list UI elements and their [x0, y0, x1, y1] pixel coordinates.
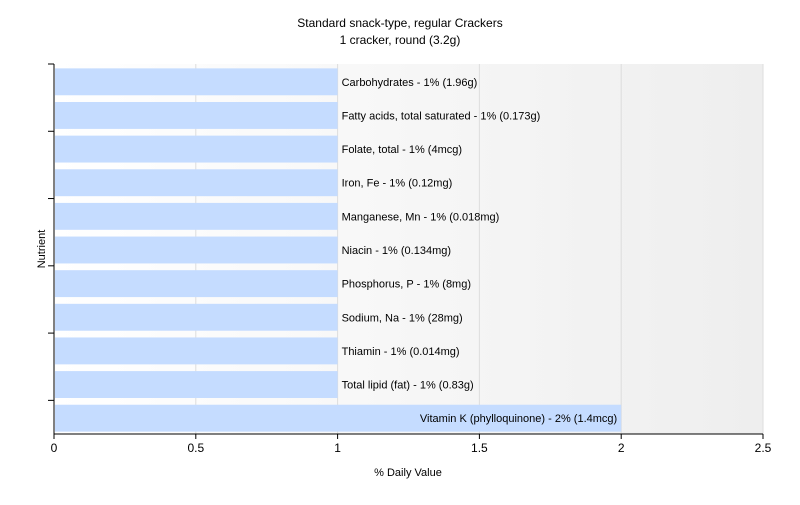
x-tick-label-1: 0.5 — [187, 441, 204, 455]
bar-niacin — [55, 236, 338, 264]
data-label-8: Thiamin - 1% (0.014mg) — [342, 346, 460, 358]
bar-total-lipid-fat — [55, 371, 338, 398]
x-tick-label-2: 1 — [334, 441, 341, 455]
data-label-1: Fatty acids, total saturated - 1% (0.173… — [342, 110, 541, 122]
data-label-6: Phosphorus, P - 1% (8mg) — [342, 279, 471, 291]
data-label-9: Total lipid (fat) - 1% (0.83g) — [342, 380, 474, 392]
data-label-2: Folate, total - 1% (4mcg) — [342, 144, 462, 156]
bar-thiamin — [55, 337, 338, 365]
x-tick-label-4: 2 — [618, 441, 625, 455]
bar-carbohydrates — [55, 68, 338, 96]
data-label-3: Iron, Fe - 1% (0.12mg) — [342, 178, 453, 190]
data-label-0: Carbohydrates - 1% (1.96g) — [342, 77, 478, 89]
x-tick-label-5: 2.5 — [755, 441, 772, 455]
bar-vitamin-k-phylloquinone — [55, 404, 622, 432]
x-axis-label: % Daily Value — [374, 467, 442, 479]
y-axis-label: Nutrient — [36, 230, 48, 269]
bar-folate-total — [55, 135, 338, 163]
bar-iron-fe — [55, 169, 338, 197]
x-tick-label-3: 1.5 — [471, 441, 488, 455]
data-label-5: Niacin - 1% (0.134mg) — [342, 245, 451, 257]
bar-sodium-na — [55, 303, 338, 331]
bar-phosphorus-p — [55, 270, 338, 298]
bar-manganese-mn — [55, 202, 338, 230]
chart-title: Standard snack-type, regular Crackers — [297, 16, 502, 30]
data-label-7: Sodium, Na - 1% (28mg) — [342, 312, 463, 324]
data-label-4: Manganese, Mn - 1% (0.018mg) — [342, 211, 500, 223]
data-label-10: Vitamin K (phylloquinone) - 2% (1.4mcg) — [420, 413, 617, 425]
x-tick-label-0: 0 — [51, 441, 58, 455]
bar-fatty-acids-total-saturated — [55, 102, 338, 129]
chart-subtitle: 1 cracker, round (3.2g) — [340, 33, 461, 47]
